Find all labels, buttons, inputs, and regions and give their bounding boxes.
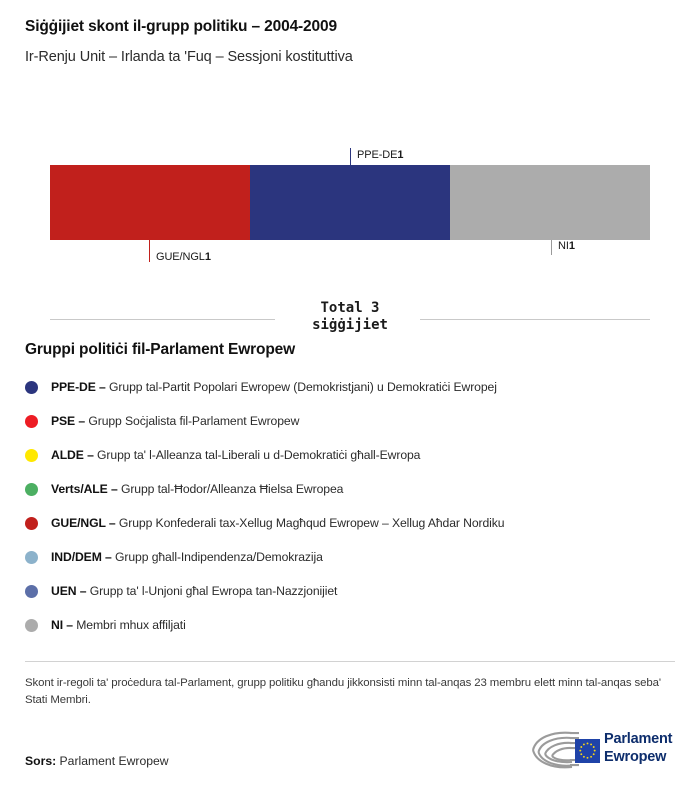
- tick-label-gue-ngl-count: 1: [204, 251, 211, 263]
- tick-label-ppe-de-count: 1: [397, 149, 404, 161]
- legend-abbr: GUE/NGL –: [51, 516, 116, 530]
- source-line: Sors: Parlament Ewropew: [25, 754, 169, 768]
- legend-abbr: PSE –: [51, 414, 86, 428]
- logo-wordmark-line1: Parlament: [604, 731, 673, 747]
- legend-desc: Grupp għall-Indipendenza/Demokrazija: [115, 550, 323, 564]
- tick-label-ppe-de-code: PPE-DE: [357, 149, 398, 161]
- legend-item-label: IND/DEM – Grupp għall-Indipendenza/Demok…: [51, 550, 323, 564]
- bar-segment-gue-ngl[interactable]: [50, 165, 250, 240]
- total-unit-line: siġġijiet: [312, 317, 388, 333]
- legend-color-dot-ppe-de: [25, 380, 38, 394]
- legend-heading: Gruppi politiċi fil-Parlament Ewropew: [25, 341, 296, 358]
- legend-desc: Grupp ta' l-Unjoni għal Ewropa tan-Nazzj…: [89, 584, 338, 598]
- total-rule-right: [420, 319, 650, 320]
- total-text: Total 3 siġġijiet: [0, 300, 700, 334]
- legend-item-verts-ale[interactable]: Verts/ALE – Grupp tal-Ħodor/Alleanza Ħie…: [25, 472, 675, 506]
- legend-item-label: PPE-DE – Grupp tal-Partit Popolari Ewrop…: [51, 380, 497, 394]
- legend-abbr: NI –: [51, 618, 73, 632]
- legend-color-dot-ind-dem: [25, 550, 38, 564]
- european-parliament-logo-icon: [531, 731, 600, 769]
- page-title: Siġġijiet skont il-grupp politiku – 2004…: [25, 18, 337, 35]
- legend-item-label: Verts/ALE – Grupp tal-Ħodor/Alleanza Ħie…: [51, 482, 343, 496]
- tick-label-ni: NI1: [558, 240, 575, 252]
- legend-list: PPE-DE – Grupp tal-Partit Popolari Ewrop…: [25, 370, 675, 642]
- legend-color-dot-uen: [25, 584, 38, 598]
- legend-item-uen[interactable]: UEN – Grupp ta' l-Unjoni għal Ewropa tan…: [25, 574, 675, 608]
- legend-item-ppe-de[interactable]: PPE-DE – Grupp tal-Partit Popolari Ewrop…: [25, 370, 675, 404]
- logo-wordmark-line2: Ewropew: [604, 748, 667, 765]
- legend-item-pse[interactable]: PSE – Grupp Soċjalista fil-Parlament Ewr…: [25, 404, 675, 438]
- footnote-text: Skont ir-regoli ta' proċedura tal-Parlam…: [25, 677, 661, 706]
- legend-item-label: ALDE – Grupp ta' l-Alleanza tal-Liberali…: [51, 448, 420, 462]
- legend-color-dot-ni: [25, 618, 38, 632]
- tick-label-gue-ngl-code: GUE/NGL: [156, 251, 205, 263]
- legend-item-label: NI – Membri mhux affiljati: [51, 618, 186, 632]
- legend-desc: Grupp Konfederali tax-Xellug Magħqud Ewr…: [118, 516, 505, 530]
- tick-label-ni-count: 1: [568, 240, 575, 252]
- tick-label-gue-ngl: GUE/NGL1: [156, 251, 211, 263]
- legend-desc: Grupp tal-Partit Popolari Ewropew (Demok…: [109, 380, 497, 394]
- legend-abbr: Verts/ALE –: [51, 482, 118, 496]
- legend-color-dot-alde: [25, 448, 38, 462]
- european-parliament-logo: Parlament Ewropew: [528, 729, 678, 773]
- legend-color-dot-pse: [25, 414, 38, 428]
- legend-item-label: GUE/NGL – Grupp Konfederali tax-Xellug M…: [51, 516, 505, 530]
- legend-abbr: ALDE –: [51, 448, 94, 462]
- tick-label-ni-code: NI: [558, 240, 569, 252]
- legend-abbr: PPE-DE –: [51, 380, 106, 394]
- chart-total: Total 3 siġġijiet: [0, 300, 700, 338]
- legend-item-gue-ngl[interactable]: GUE/NGL – Grupp Konfederali tax-Xellug M…: [25, 506, 675, 540]
- stacked-bar-chart: PPE-DE1 GUE/NGL1 NI1: [0, 0, 700, 300]
- bar-track: [50, 165, 650, 240]
- tick-label-ppe-de: PPE-DE1: [357, 149, 403, 161]
- legend-item-ni[interactable]: NI – Membri mhux affiljati: [25, 608, 675, 642]
- legend-abbr: IND/DEM –: [51, 550, 112, 564]
- legend-desc: Grupp ta' l-Alleanza tal-Liberali u d-De…: [97, 448, 421, 462]
- legend-item-ind-dem[interactable]: IND/DEM – Grupp għall-Indipendenza/Demok…: [25, 540, 675, 574]
- legend-color-dot-gue-ngl: [25, 516, 38, 530]
- total-value-line: Total 3: [320, 300, 380, 316]
- tick-line-ppe-de: [350, 148, 351, 165]
- tick-line-ni: [551, 240, 552, 255]
- source-label: Sors:: [25, 754, 57, 768]
- legend-color-dot-verts-ale: [25, 482, 38, 496]
- legend-desc: Membri mhux affiljati: [76, 618, 186, 632]
- bar-segment-ppe-de[interactable]: [250, 165, 450, 240]
- legend-abbr: UEN –: [51, 584, 87, 598]
- footnote-divider: [25, 661, 675, 662]
- legend-desc: Grupp tal-Ħodor/Alleanza Ħielsa Ewropea: [120, 482, 344, 496]
- logo-wordmark: Parlament Ewropew: [604, 731, 673, 766]
- tick-line-gue-ngl: [149, 240, 150, 262]
- bar-segment-ni[interactable]: [450, 165, 650, 240]
- legend-item-label: UEN – Grupp ta' l-Unjoni għal Ewropa tan…: [51, 584, 337, 598]
- legend-desc: Grupp Soċjalista fil-Parlament Ewropew: [88, 414, 300, 428]
- legend-item-label: PSE – Grupp Soċjalista fil-Parlament Ewr…: [51, 414, 299, 428]
- page-subtitle: Ir-Renju Unit – Irlanda ta 'Fuq – Sessjo…: [25, 49, 353, 65]
- source-value: Parlament Ewropew: [59, 754, 169, 768]
- total-rule-left: [50, 319, 275, 320]
- legend-item-alde[interactable]: ALDE – Grupp ta' l-Alleanza tal-Liberali…: [25, 438, 675, 472]
